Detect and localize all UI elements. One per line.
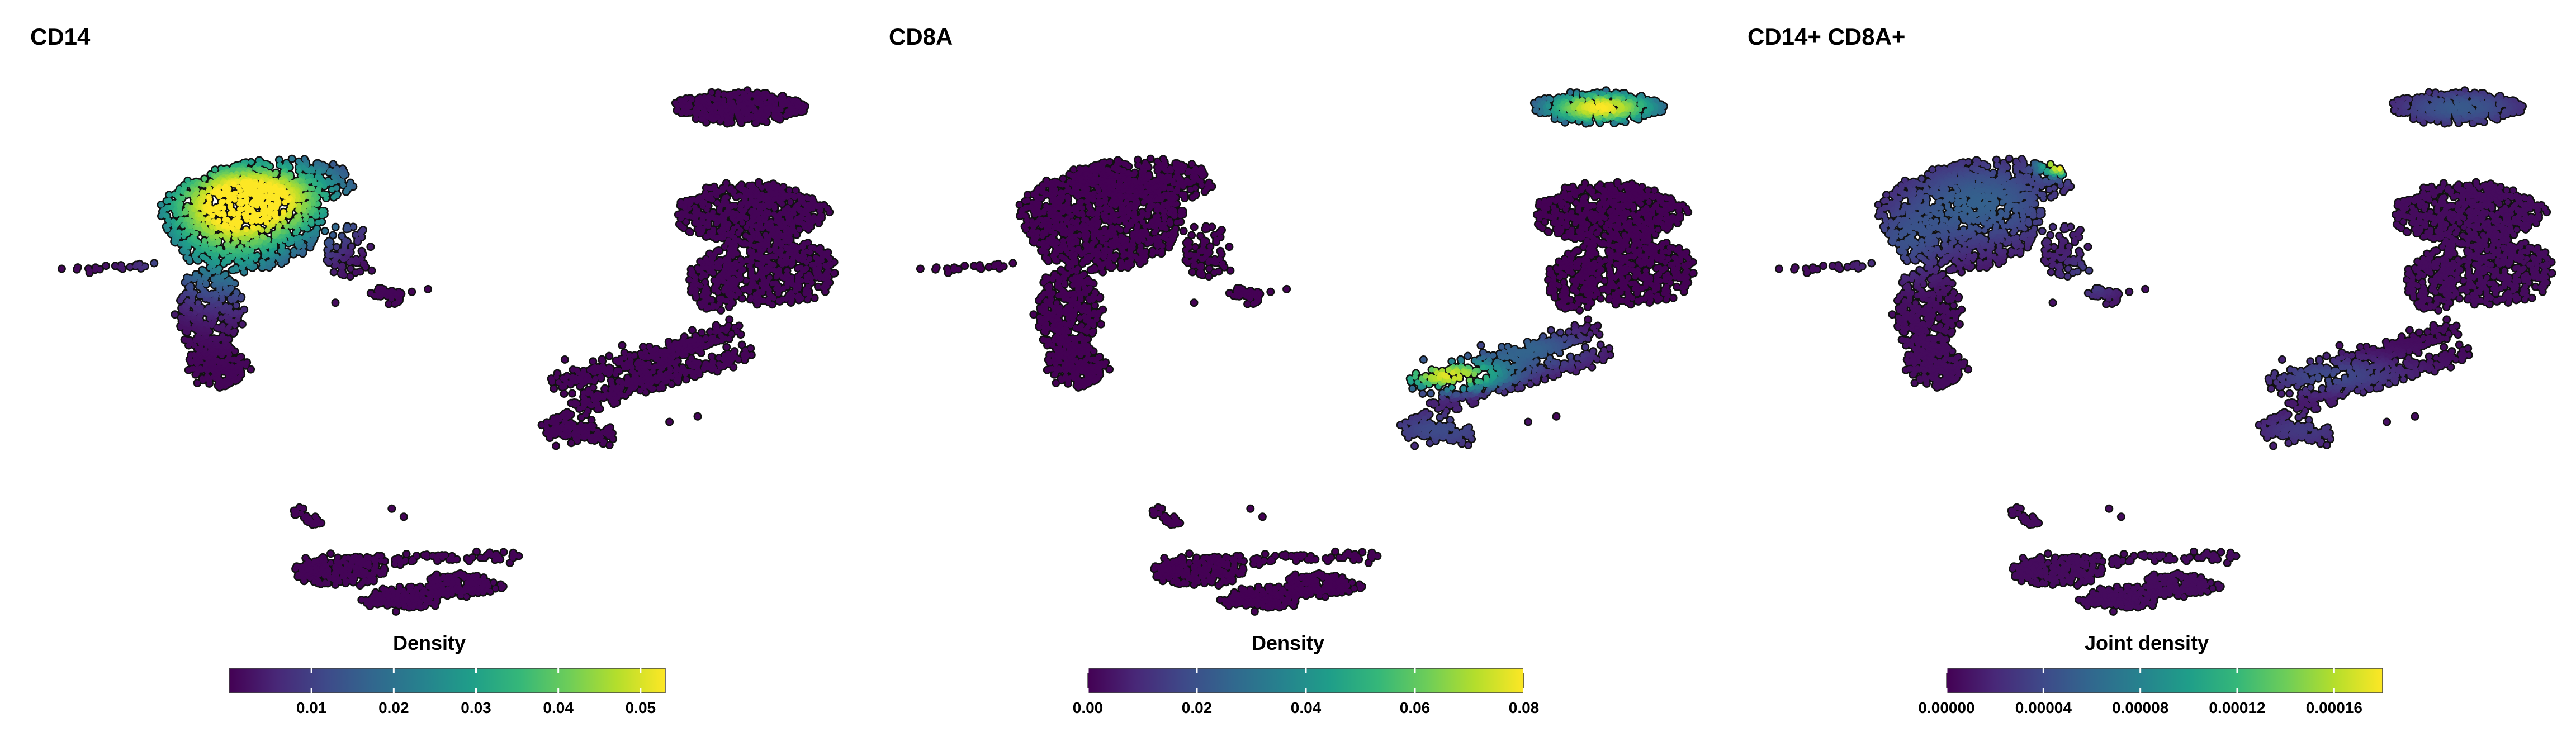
data-point xyxy=(812,295,818,301)
data-point xyxy=(342,578,348,584)
data-point xyxy=(367,603,373,609)
data-point xyxy=(384,602,390,608)
data-point xyxy=(432,602,438,609)
point-outlines xyxy=(57,86,839,616)
data-point xyxy=(371,576,377,582)
data-point xyxy=(375,569,381,575)
data-point xyxy=(823,283,830,289)
data-point xyxy=(815,284,821,290)
data-point xyxy=(827,262,834,268)
data-point xyxy=(347,578,353,584)
data-point xyxy=(391,601,397,607)
data-point xyxy=(393,609,399,615)
data-point xyxy=(462,584,468,591)
data-point xyxy=(822,289,828,295)
data-point xyxy=(396,602,402,609)
data-point xyxy=(332,582,338,588)
data-point xyxy=(322,579,328,586)
panel-cd14: 0.01 0.02 0.03 0.04 0.05 CD14 Density xyxy=(0,0,859,751)
data-point xyxy=(396,584,402,590)
points xyxy=(59,87,838,615)
umap-plot-cd14: 0.01 0.02 0.03 0.04 0.05 xyxy=(57,86,839,716)
data-point xyxy=(458,571,464,577)
data-point xyxy=(808,279,815,286)
data-point xyxy=(406,584,413,590)
data-point xyxy=(831,270,837,277)
data-point xyxy=(366,578,372,584)
data-point xyxy=(418,604,424,610)
data-point xyxy=(458,593,464,598)
data-point xyxy=(806,293,812,299)
data-point xyxy=(440,582,446,588)
data-point xyxy=(413,586,419,592)
data-point xyxy=(463,593,470,600)
data-point xyxy=(481,574,487,581)
data-point xyxy=(823,272,829,278)
data-point xyxy=(400,600,406,606)
data-point xyxy=(410,604,416,610)
data-point xyxy=(490,579,496,586)
